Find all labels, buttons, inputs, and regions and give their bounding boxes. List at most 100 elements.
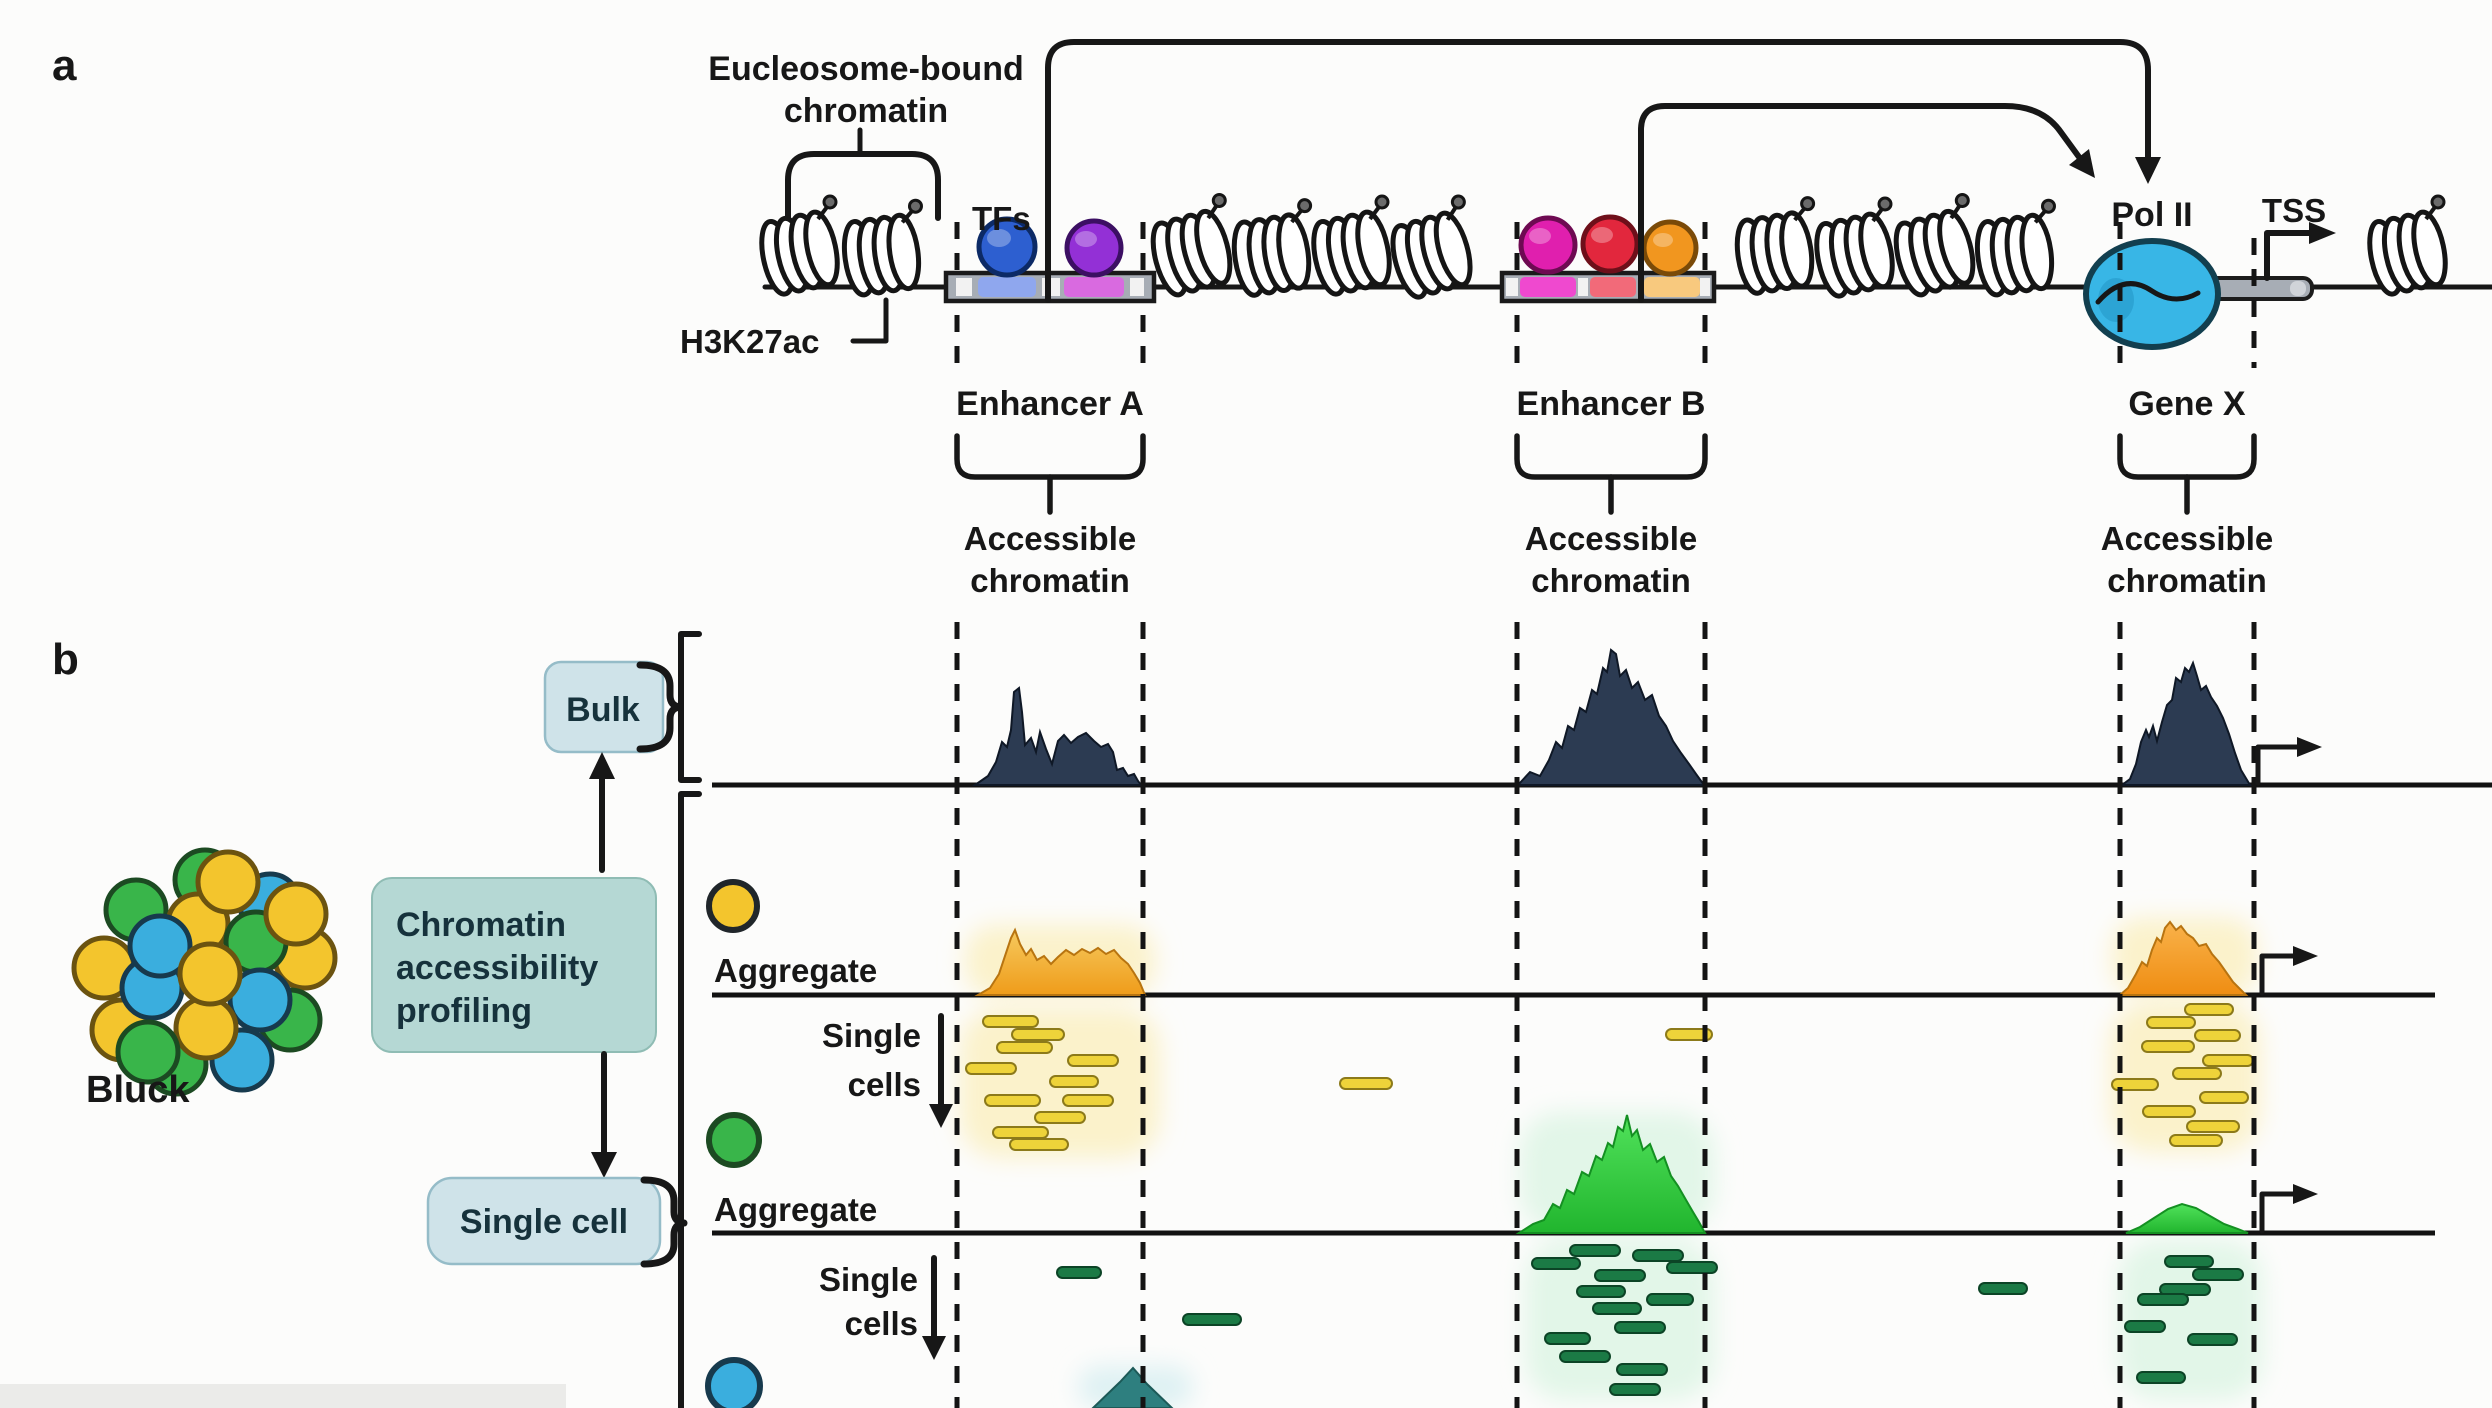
tfs-label: TFs [972, 200, 1031, 237]
read-dash [2192, 1268, 2244, 1281]
nucleosome-label-line2: chromatin [784, 92, 948, 130]
read-dash [2124, 1320, 2166, 1333]
read-dash [984, 1094, 1041, 1107]
bulk-signal-gene-x [2119, 660, 2252, 786]
block-label: Bluck [86, 1069, 190, 1111]
tf-red-icon [1580, 214, 1640, 274]
panel-b: b [52, 622, 2492, 1408]
profiling-box-line2: accessibility [396, 949, 598, 987]
green-aggregate-label: Aggregate [714, 1191, 877, 1228]
green-single-cells-line2: cells [845, 1305, 918, 1342]
yellow-single-cells-line2: cells [848, 1066, 921, 1103]
bar-segment [1506, 278, 1518, 296]
profiling-box-line1: Chromatin [396, 906, 566, 944]
yellow-tss-arrow [2259, 946, 2318, 996]
read-dash [1056, 1266, 1102, 1279]
cell-cluster [71, 847, 338, 1097]
green-aggregate-peak-gene-x [2125, 1202, 2249, 1234]
enhancer-b-label: Enhancer B [1517, 385, 1706, 423]
single-cell-box [426, 1176, 662, 1266]
bulk-box-label: Bulk [566, 691, 640, 729]
tf-highlight [1075, 231, 1097, 247]
tf-blue-icon [976, 216, 1038, 278]
read-dash [1665, 1028, 1713, 1041]
read-dash [1067, 1054, 1119, 1067]
panel-b-letter: b [52, 635, 79, 684]
bulk-tss-arrow [2255, 737, 2322, 786]
green-tss-arrow [2259, 1184, 2318, 1234]
enhancer-a-label: Enhancer A [956, 385, 1144, 423]
region-bracket [1514, 433, 1708, 480]
green-aggregate-peak-enhancer-b [1515, 1114, 1707, 1234]
yellow-aggregate-peak-gene-x [2117, 920, 2249, 996]
region-enhancer-b-labels: Enhancer B Accessible chromatin [1514, 385, 1708, 599]
loop-arrow-enhancer-a [1045, 39, 2151, 303]
read-dash [2142, 1105, 2196, 1118]
read-dash [992, 1126, 1049, 1139]
read-dash [2146, 1016, 2196, 1029]
read-dash [2187, 1333, 2238, 1346]
yellow-cell-icon [706, 879, 760, 933]
tf-highlight [1653, 233, 1673, 247]
tf-footprint-purple [1064, 277, 1124, 297]
read-dash [1666, 1261, 1718, 1274]
single-cell-box-label: Single cell [460, 1203, 628, 1241]
cell-green [115, 1019, 181, 1085]
tf-footprint-orange [1644, 277, 1700, 297]
read-dash [1632, 1249, 1684, 1262]
bulk-box [543, 660, 665, 754]
background-band [0, 1384, 566, 1408]
accessible-chromatin-label: Accessible [1525, 520, 1697, 557]
accessible-chromatin-label: Accessible [2101, 520, 2273, 557]
read-dash [1614, 1321, 1666, 1334]
read-dash [1569, 1244, 1621, 1257]
accessible-chromatin-label: chromatin [2107, 562, 2267, 599]
pol2-label: Pol II [2111, 196, 2192, 234]
tf-magenta-icon [1518, 215, 1578, 275]
read-dash [1592, 1302, 1642, 1315]
read-dash [982, 1015, 1039, 1028]
read-dash [2111, 1078, 2159, 1091]
read-dash [2199, 1091, 2249, 1104]
profiling-box [371, 877, 657, 1053]
yellow-aggregate-peak-enhancer-a [974, 927, 1147, 996]
cell-blue [227, 967, 293, 1033]
cell-yellow [177, 941, 243, 1007]
tf-footprint-red [1590, 277, 1636, 297]
bar-segment [1578, 278, 1588, 296]
accessible-region-dashes-panel-b [954, 622, 2257, 1408]
bar-segment [1700, 278, 1710, 296]
read-dash [2164, 1255, 2214, 1268]
read-dash [2141, 1040, 2195, 1053]
bulk-brace [636, 661, 684, 753]
h3k27ac-pointer [850, 297, 889, 344]
read-dash [1062, 1094, 1114, 1107]
read-dash [2169, 1134, 2223, 1147]
profiling-box-line3: profiling [396, 992, 532, 1030]
read-dash [2172, 1067, 2222, 1080]
accessible-chromatin-label: chromatin [970, 562, 1130, 599]
read-dash [1576, 1285, 1626, 1298]
tf-purple-icon [1064, 218, 1124, 278]
panel-a-letter: a [52, 41, 77, 90]
green-single-cells-arrow [922, 1255, 946, 1360]
gene-x-label: Gene X [2128, 385, 2245, 423]
bulk-signal-enhancer-a [971, 686, 1143, 786]
nucleosome-label-line1: Eucleosome-bound [708, 50, 1023, 88]
tf-footprint-magenta [1520, 277, 1576, 297]
region-bracket [2117, 433, 2257, 480]
read-dash [1049, 1075, 1099, 1088]
blue-cell-icon [705, 1357, 763, 1408]
reads-green [1056, 1244, 2244, 1396]
panel-a: a [52, 39, 2492, 599]
tss-arrow [2264, 222, 2336, 281]
loop-arrowhead [2069, 149, 2095, 178]
tf-footprint-blue [978, 277, 1036, 297]
read-dash [2184, 1003, 2234, 1016]
nucleosome-bracket [785, 151, 941, 221]
loop-arrowhead [2135, 157, 2161, 184]
read-dash [1011, 1028, 1065, 1041]
yellow-single-cells-line1: Single [822, 1017, 921, 1054]
